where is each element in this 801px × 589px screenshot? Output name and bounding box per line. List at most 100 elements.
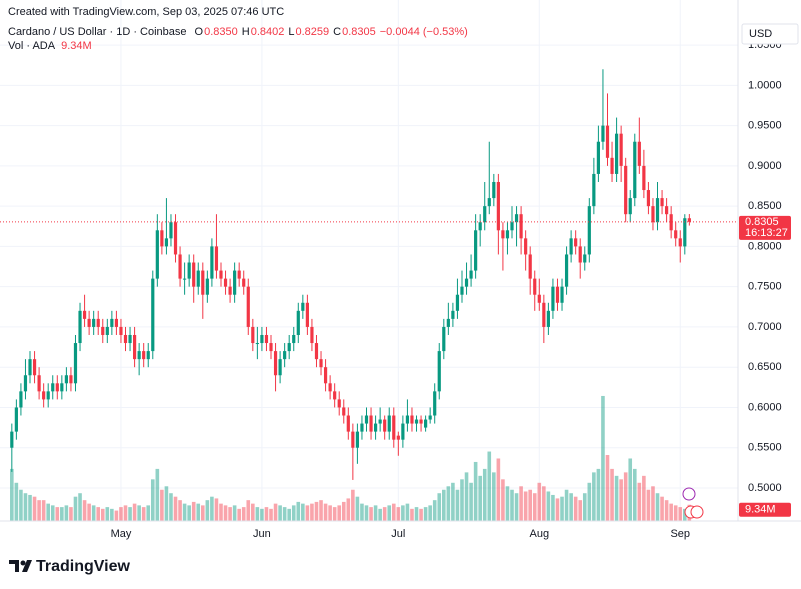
- volume-bar: [223, 505, 228, 521]
- volume-bar: [301, 503, 305, 521]
- candle-body: [637, 141, 641, 166]
- candle-body: [505, 230, 510, 239]
- volume-bar: [391, 503, 396, 521]
- volume-bar: [282, 507, 287, 521]
- candle-body: [55, 383, 59, 392]
- candle-body: [292, 334, 296, 344]
- chart-title: Cardano / US Dollar · 1D · Coinbase: [8, 26, 187, 38]
- volume-bar: [382, 507, 387, 521]
- candle-body: [487, 198, 491, 207]
- volume-bar: [655, 493, 660, 521]
- candle-body: [596, 141, 601, 174]
- candle-body: [560, 286, 564, 303]
- volume-bar: [260, 508, 264, 521]
- candle-body: [137, 351, 141, 360]
- candle-body: [369, 415, 373, 432]
- volume-bar: [464, 472, 469, 521]
- volume-bar: [287, 508, 291, 521]
- volume-bar: [669, 503, 673, 521]
- candle-body: [574, 238, 578, 247]
- candle-body: [78, 310, 82, 344]
- volume-bar: [105, 507, 110, 521]
- volume-bar: [332, 507, 337, 521]
- candle-body: [446, 318, 450, 327]
- candle-body: [633, 141, 637, 199]
- candle-body: [578, 246, 582, 263]
- candle-body: [178, 254, 182, 279]
- volume-bar: [373, 505, 378, 521]
- candle-body: [360, 423, 364, 432]
- axes: 0.5000 0.5500 0.6000 0.6500 0.7000 0.7500 0.80…: [0, 39, 791, 540]
- candle-body: [424, 419, 428, 428]
- volume-value: 9.34M: [61, 40, 92, 52]
- currency: USD: [749, 28, 772, 40]
- y-tick-label: 0.6000: [748, 401, 782, 413]
- candle-body: [255, 343, 259, 345]
- y-tick-label: 0.8500: [748, 200, 782, 212]
- y-tick-label: 0.5000: [748, 482, 782, 494]
- candle-body: [228, 286, 232, 295]
- candle-body: [551, 286, 555, 311]
- candle-body: [669, 214, 673, 231]
- candle-body: [219, 270, 223, 279]
- currency-box[interactable]: [741, 23, 799, 45]
- volume-bar: [91, 505, 96, 521]
- candle-body: [592, 173, 596, 207]
- volume-bar: [164, 486, 169, 521]
- volume-bar: [446, 486, 451, 521]
- candle-body: [533, 278, 537, 295]
- volume-bar: [551, 494, 555, 521]
- legend-value: 0.8402: [251, 26, 285, 38]
- candle-body: [355, 431, 360, 448]
- candle-body: [414, 419, 419, 424]
- volume-bar: [437, 493, 442, 521]
- candle-body: [392, 415, 396, 440]
- x-tick-label: Aug: [530, 528, 550, 540]
- candle-body: [651, 206, 655, 223]
- candle-body: [60, 383, 64, 392]
- volume-bar: [150, 479, 155, 521]
- volume-bar: [82, 500, 87, 521]
- volume-bar: [214, 498, 219, 521]
- candle-body: [624, 165, 628, 215]
- volume-bar: [505, 486, 510, 521]
- candle-body: [187, 262, 191, 279]
- x-tick-label: Sep: [670, 528, 690, 540]
- candle-body: [678, 238, 682, 247]
- legend-value: 0.8305: [342, 26, 376, 38]
- candle-body: [146, 351, 150, 360]
- candle-body: [278, 359, 282, 376]
- candle-body: [628, 198, 632, 215]
- candle-body: [155, 230, 159, 279]
- volume-bar: [64, 505, 69, 521]
- candle-body: [514, 214, 519, 223]
- candle-body: [433, 391, 437, 416]
- volume-bar: [219, 503, 223, 521]
- y-tick-label: 0.7500: [748, 281, 782, 293]
- candle-body: [73, 343, 78, 384]
- volume-bar: [50, 505, 55, 521]
- volume-bar: [410, 508, 414, 521]
- candle-body: [242, 278, 246, 287]
- volume-bar: [605, 455, 610, 521]
- volume-bar: [637, 482, 642, 521]
- candle-body: [437, 351, 441, 392]
- candle-body: [51, 383, 55, 392]
- candle-body: [287, 343, 291, 352]
- volume-bar: [401, 505, 405, 521]
- volume-bar: [532, 493, 537, 521]
- y-tick-label: 0.5500: [748, 442, 782, 454]
- volume-bar: [196, 503, 201, 521]
- candle-body: [619, 133, 623, 166]
- volume-bar: [14, 482, 19, 521]
- volume-bar: [360, 503, 364, 521]
- y-tick-label: 0.9000: [748, 160, 782, 172]
- volume-bar: [160, 489, 164, 521]
- candle-body: [510, 222, 514, 231]
- candle-body: [301, 302, 305, 311]
- volume-bar: [596, 468, 601, 521]
- candle-body: [614, 133, 619, 174]
- volume-bar: [114, 510, 119, 521]
- candle-body: [442, 326, 446, 352]
